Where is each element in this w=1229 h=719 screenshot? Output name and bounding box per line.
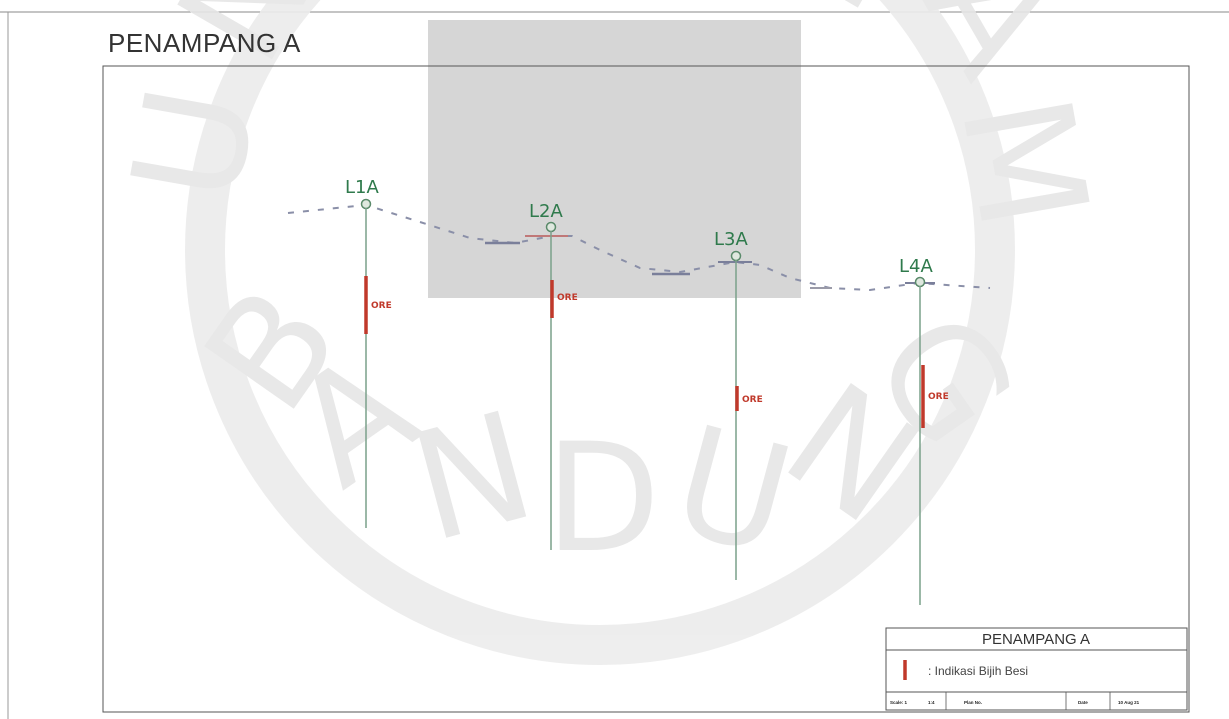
collar-marker-l1a — [360, 198, 372, 210]
legend-text: : Indikasi Bijih Besi — [928, 664, 1028, 678]
watermark-letter-u: U — [100, 75, 290, 213]
title-block: PENAMPANG A : Indikasi Bijih Besi Scale:… — [885, 627, 1188, 711]
drill-hole-l4a: L4A ORE — [899, 256, 949, 605]
footer-date-value: 10 Aug 21 — [1118, 700, 1140, 705]
collar-marker-l4a — [914, 276, 926, 288]
footer-date-label: Date — [1078, 700, 1088, 705]
drill-hole-l3a: L3A ORE — [714, 229, 763, 580]
ore-label-l1a: ORE — [371, 301, 392, 311]
watermark-letter-d: D — [545, 412, 661, 586]
watermark-letter-m: M — [926, 84, 1120, 242]
topography-dashed-line — [287, 203, 991, 292]
hole-label-l4a: L4A — [899, 256, 933, 277]
ore-label-l3a: ORE — [742, 395, 763, 405]
collar-marker-l3a — [730, 250, 742, 262]
ore-label-l4a: ORE — [928, 392, 949, 402]
title-block-frame — [885, 627, 1188, 711]
gray-overlay-box — [428, 20, 801, 298]
footer-plan-label: Plan No. — [964, 700, 982, 705]
title-block-title: PENAMPANG A — [982, 631, 1090, 648]
drill-hole-l2a: L2A ORE — [529, 201, 578, 550]
footer-scale-label: Scale: 1 — [890, 700, 908, 705]
hole-label-l2a: L2A — [529, 201, 563, 222]
watermark-letter-a2: A — [889, 0, 1091, 104]
watermark-letter-n2: N — [396, 379, 549, 576]
watermark-ring — [185, 0, 1015, 665]
section-frame — [102, 65, 1190, 713]
hole-label-l1a: L1A — [345, 177, 379, 198]
footer-scale-value: 1:4 — [928, 700, 935, 705]
page-title: PENAMPANG A — [108, 28, 301, 58]
collar-marker-l2a — [545, 221, 557, 233]
hole-label-l3a: L3A — [714, 229, 748, 250]
ore-label-l2a: ORE — [557, 293, 578, 303]
drill-hole-l1a: L1A ORE — [345, 177, 392, 528]
